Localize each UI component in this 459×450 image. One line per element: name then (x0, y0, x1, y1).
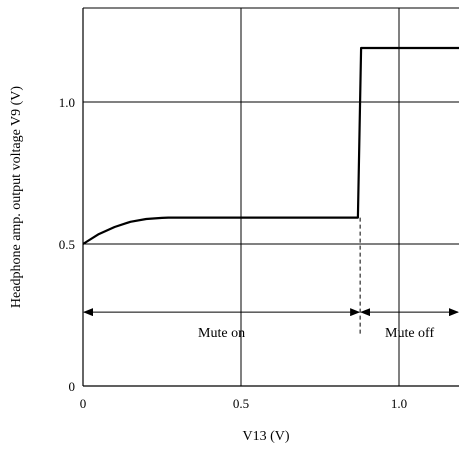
y-tick-label: 0.5 (59, 237, 75, 252)
series-line (82, 46, 459, 245)
x-axis-title: V13 (V) (242, 429, 289, 444)
annotation-label: Mute off (385, 326, 434, 341)
x-tick-label: 0.5 (233, 396, 249, 411)
y-axis-title: Headphone amp. output voltage V9 (V) (9, 86, 24, 308)
x-tick-label: 1.0 (391, 396, 407, 411)
annotation-layer: Mute on Mute off (83, 217, 459, 341)
series-layer (82, 46, 459, 245)
annotation-label: Mute on (198, 326, 245, 341)
x-tick-label: 0 (80, 396, 87, 411)
grid-layer (83, 8, 459, 386)
y-tick-label: 0 (69, 379, 76, 394)
y-tick-label: 1.0 (59, 95, 75, 110)
label-layer: 0 0.5 1.0 0 0.5 1.0 (59, 95, 407, 411)
